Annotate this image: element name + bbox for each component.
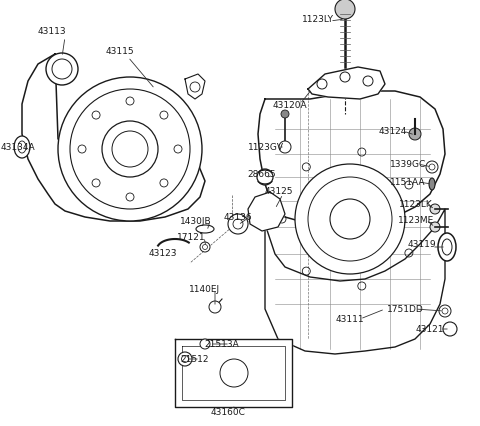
- Text: 43124: 43124: [379, 127, 407, 136]
- Polygon shape: [175, 339, 292, 407]
- Polygon shape: [265, 204, 445, 354]
- Polygon shape: [258, 92, 445, 227]
- Text: 1123GV: 1123GV: [248, 143, 284, 152]
- Text: 43125: 43125: [265, 187, 293, 196]
- Text: 21512: 21512: [181, 355, 209, 364]
- Circle shape: [209, 301, 221, 313]
- Circle shape: [58, 78, 202, 222]
- Text: 43160C: 43160C: [211, 408, 245, 417]
- Text: 1751DD: 1751DD: [386, 305, 423, 314]
- Circle shape: [426, 161, 438, 173]
- Circle shape: [178, 352, 192, 366]
- Text: 43120A: 43120A: [273, 100, 307, 109]
- Text: 43121: 43121: [416, 325, 444, 334]
- Polygon shape: [22, 55, 205, 222]
- Circle shape: [257, 170, 273, 186]
- Text: 1430JB: 1430JB: [180, 217, 212, 226]
- Circle shape: [228, 215, 248, 234]
- Circle shape: [200, 339, 210, 349]
- Circle shape: [430, 222, 440, 233]
- Text: 43134A: 43134A: [0, 143, 36, 152]
- Circle shape: [439, 305, 451, 317]
- Text: 28665: 28665: [248, 170, 276, 179]
- Polygon shape: [185, 75, 205, 100]
- Circle shape: [279, 142, 291, 154]
- Ellipse shape: [438, 233, 456, 262]
- Text: 1123LY: 1123LY: [302, 15, 334, 24]
- Text: 17121: 17121: [177, 233, 205, 242]
- Text: 1123ME: 1123ME: [398, 216, 434, 225]
- Circle shape: [295, 164, 405, 274]
- Text: 21513A: 21513A: [204, 340, 240, 349]
- Circle shape: [335, 0, 355, 20]
- Text: 1339GC: 1339GC: [390, 160, 426, 169]
- Polygon shape: [308, 68, 385, 100]
- Ellipse shape: [14, 137, 30, 158]
- Text: 43113: 43113: [38, 27, 66, 36]
- Circle shape: [430, 204, 440, 215]
- Circle shape: [443, 322, 457, 336]
- Text: 43119: 43119: [408, 240, 436, 249]
- Text: 1151AA: 1151AA: [390, 178, 426, 187]
- Text: 43111: 43111: [336, 315, 364, 324]
- Text: 43115: 43115: [106, 47, 134, 56]
- Circle shape: [409, 129, 421, 141]
- Circle shape: [46, 54, 78, 86]
- Circle shape: [220, 359, 248, 387]
- Text: 43123: 43123: [149, 249, 177, 258]
- Polygon shape: [248, 193, 285, 231]
- Ellipse shape: [196, 225, 214, 233]
- Circle shape: [281, 111, 289, 119]
- Text: 1123LK: 1123LK: [399, 200, 433, 209]
- Circle shape: [200, 242, 210, 253]
- Text: 43136: 43136: [224, 213, 252, 222]
- Ellipse shape: [429, 178, 435, 190]
- Text: 1140EJ: 1140EJ: [190, 285, 221, 294]
